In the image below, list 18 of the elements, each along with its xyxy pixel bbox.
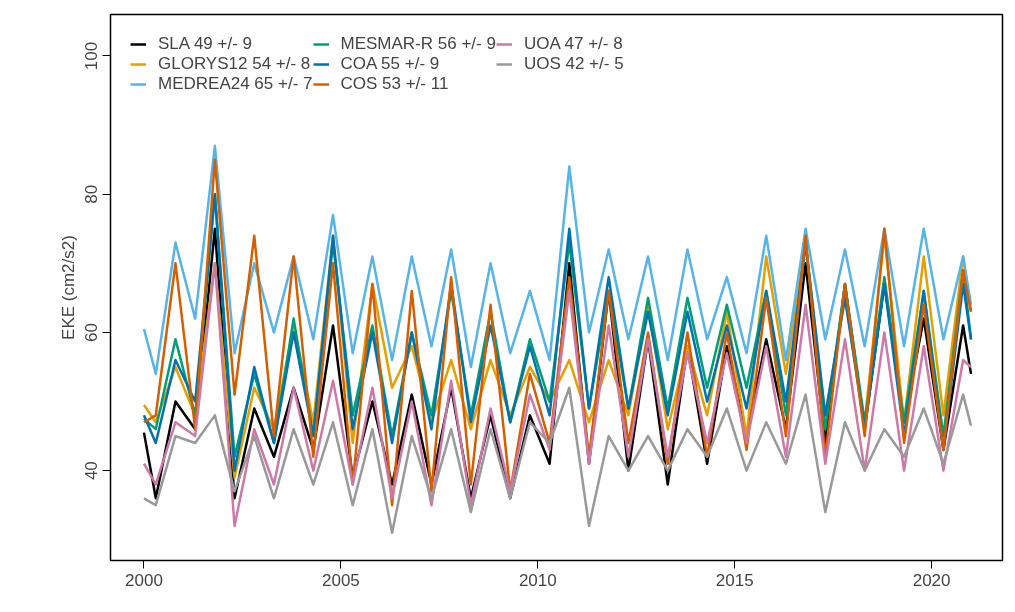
legend-label: UOA 47 +/- 8 xyxy=(523,34,623,54)
x-tick-label: 2020 xyxy=(912,570,951,590)
y-tick-label: 60 xyxy=(82,322,102,342)
legend-label: COA 55 +/- 9 xyxy=(340,54,440,74)
y-tick-label: 100 xyxy=(82,41,102,71)
legend-label: SLA 49 +/- 9 xyxy=(158,34,253,54)
legend-label: MEDREA24 65 +/- 7 xyxy=(158,74,313,94)
x-tick-label: 2005 xyxy=(321,570,360,590)
y-tick-label: 80 xyxy=(82,184,102,204)
y-tick-label: 40 xyxy=(82,461,102,481)
legend-label: MESMAR-R 56 +/- 9 xyxy=(340,34,496,54)
y-axis-title: EKE (cm2/s2) xyxy=(58,235,78,340)
x-tick-label: 2000 xyxy=(125,570,163,590)
legend-label: GLORYS12 54 +/- 8 xyxy=(158,54,311,74)
legend-label: COS 53 +/- 11 xyxy=(340,74,449,94)
legend-label: UOS 42 +/- 5 xyxy=(523,54,624,74)
x-tick-label: 2010 xyxy=(518,570,557,590)
x-tick-label: 2015 xyxy=(715,570,754,590)
